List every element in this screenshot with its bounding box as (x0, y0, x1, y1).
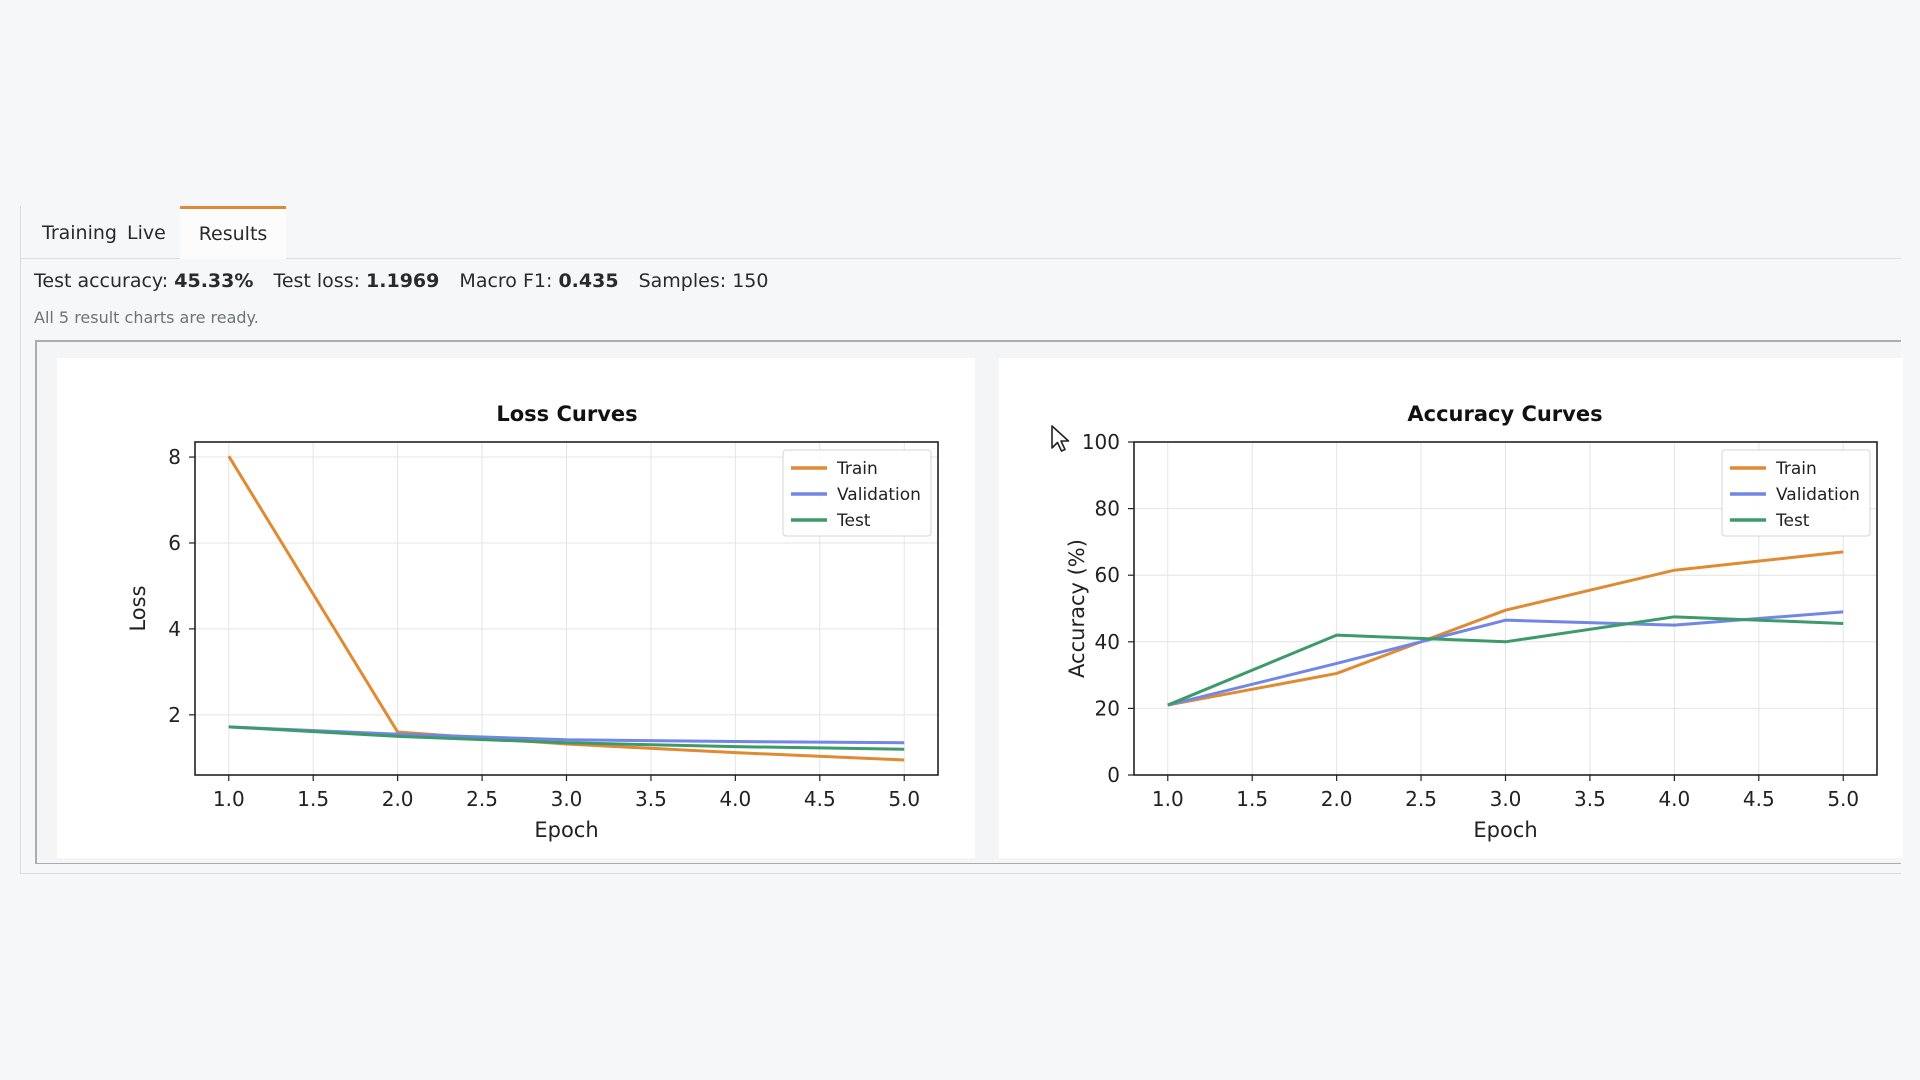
x-tick-label: 1.5 (297, 787, 329, 811)
x-tick-label: 5.0 (888, 787, 920, 811)
tab-results-label: Results (198, 223, 268, 245)
tab-bar: Training Live Results (21, 206, 1901, 259)
test-loss-label: Test loss: (273, 270, 360, 292)
tab-training[interactable]: Training Live (42, 206, 166, 258)
plot-frame (194, 441, 939, 776)
y-tick-label: 60 (1095, 563, 1120, 587)
accuracy-chart-title: Accuracy Curves (1407, 402, 1602, 426)
series-line-test (1167, 615, 1844, 707)
test-accuracy-value: 45.33% (174, 270, 254, 292)
macro-f1-metric: Macro F1: 0.435 (459, 270, 618, 292)
mouse-cursor-icon (1051, 425, 1070, 452)
macro-f1-label: Macro F1: (459, 270, 553, 292)
series-line-validation (1167, 610, 1844, 707)
accuracy-chart-card: Accuracy Curves 1.0 1.5 2.0 2.5 3.0 3.5 4.0 4.5 5… (999, 358, 1903, 858)
x-tick-label: 1.0 (1152, 787, 1184, 811)
legend-label-train: Train (1775, 459, 1817, 479)
samples-value: 150 (732, 270, 769, 292)
metrics-summary: Test accuracy: 45.33% Test loss: 1.1969 … (34, 270, 782, 292)
x-tick-label: 4.5 (1743, 787, 1775, 811)
accuracy-y-axis-label: Accuracy (%) (1065, 539, 1089, 678)
x-tick-label: 3.5 (1574, 787, 1606, 811)
y-tick-label: 4 (168, 617, 181, 641)
y-tick-label: 8 (168, 445, 181, 469)
x-tick-label: 4.5 (804, 787, 836, 811)
y-tick-label: 6 (168, 531, 181, 555)
x-tick-label: 1.5 (1236, 787, 1268, 811)
legend-label-test: Test (836, 511, 871, 531)
legend-label-test: Test (1775, 511, 1810, 531)
legend-label-train: Train (836, 459, 878, 479)
x-tick-label: 3.5 (635, 787, 667, 811)
y-tick-label: 2 (168, 703, 181, 727)
x-tick-label: 4.0 (719, 787, 751, 811)
charts-panel[interactable]: Loss Curves 1.0 1.5 2.0 2.5 3.0 3.5 4.0 4.5 5.0 2 4… (35, 340, 1903, 864)
x-tick-label: 3.0 (1490, 787, 1522, 811)
y-tick-label: 0 (1107, 763, 1120, 787)
plot-frame (1133, 441, 1878, 776)
y-tick-label: 40 (1095, 630, 1120, 654)
accuracy-legend (1721, 449, 1871, 537)
x-tick-label: 3.0 (551, 787, 583, 811)
test-accuracy-label: Test accuracy: (34, 270, 169, 292)
x-tick-label: 5.0 (1827, 787, 1859, 811)
samples-metric: Samples: 150 (639, 270, 769, 292)
x-tick-label: 4.0 (1658, 787, 1690, 811)
test-loss-metric: Test loss: 1.1969 (273, 270, 439, 292)
x-tick-label: 2.0 (382, 787, 414, 811)
results-window: Training Live Results Test accuracy: 45.3… (20, 206, 1903, 874)
series-line-train (1167, 550, 1844, 707)
legend-label-validation: Validation (1776, 485, 1860, 505)
legend-label-validation: Validation (837, 485, 921, 505)
x-tick-label: 1.0 (213, 787, 245, 811)
test-loss-value: 1.1969 (366, 270, 440, 292)
macro-f1-value: 0.435 (558, 270, 619, 292)
tab-training-label: Training (42, 222, 117, 244)
status-message: All 5 result charts are ready. (34, 308, 259, 327)
live-badge: Live (126, 222, 166, 244)
test-accuracy-metric: Test accuracy: 45.33% (34, 270, 253, 292)
loss-legend (782, 449, 932, 537)
loss-y-axis-label: Loss (126, 585, 150, 631)
accuracy-curves-chart: Accuracy Curves 1.0 1.5 2.0 2.5 3.0 3.5 4.0 4.5 5… (1065, 402, 1878, 842)
series-line-test (228, 725, 905, 751)
loss-curves-chart: Loss Curves 1.0 1.5 2.0 2.5 3.0 3.5 4.0 4.5 5.0 2 4… (126, 402, 939, 842)
y-tick-label: 80 (1095, 497, 1120, 521)
samples-label: Samples: (638, 270, 727, 292)
x-tick-label: 2.5 (1405, 787, 1437, 811)
loss-chart-title: Loss Curves (496, 402, 637, 426)
loss-x-axis-label: Epoch (534, 818, 598, 842)
y-tick-label: 100 (1082, 430, 1120, 454)
y-tick-label: 20 (1095, 696, 1120, 720)
loss-chart-card: Loss Curves 1.0 1.5 2.0 2.5 3.0 3.5 4.0 4.5 5.0 2 4… (57, 358, 975, 858)
x-tick-label: 2.0 (1321, 787, 1353, 811)
x-tick-label: 2.5 (466, 787, 498, 811)
tab-results[interactable]: Results (180, 206, 286, 259)
accuracy-x-axis-label: Epoch (1473, 818, 1537, 842)
